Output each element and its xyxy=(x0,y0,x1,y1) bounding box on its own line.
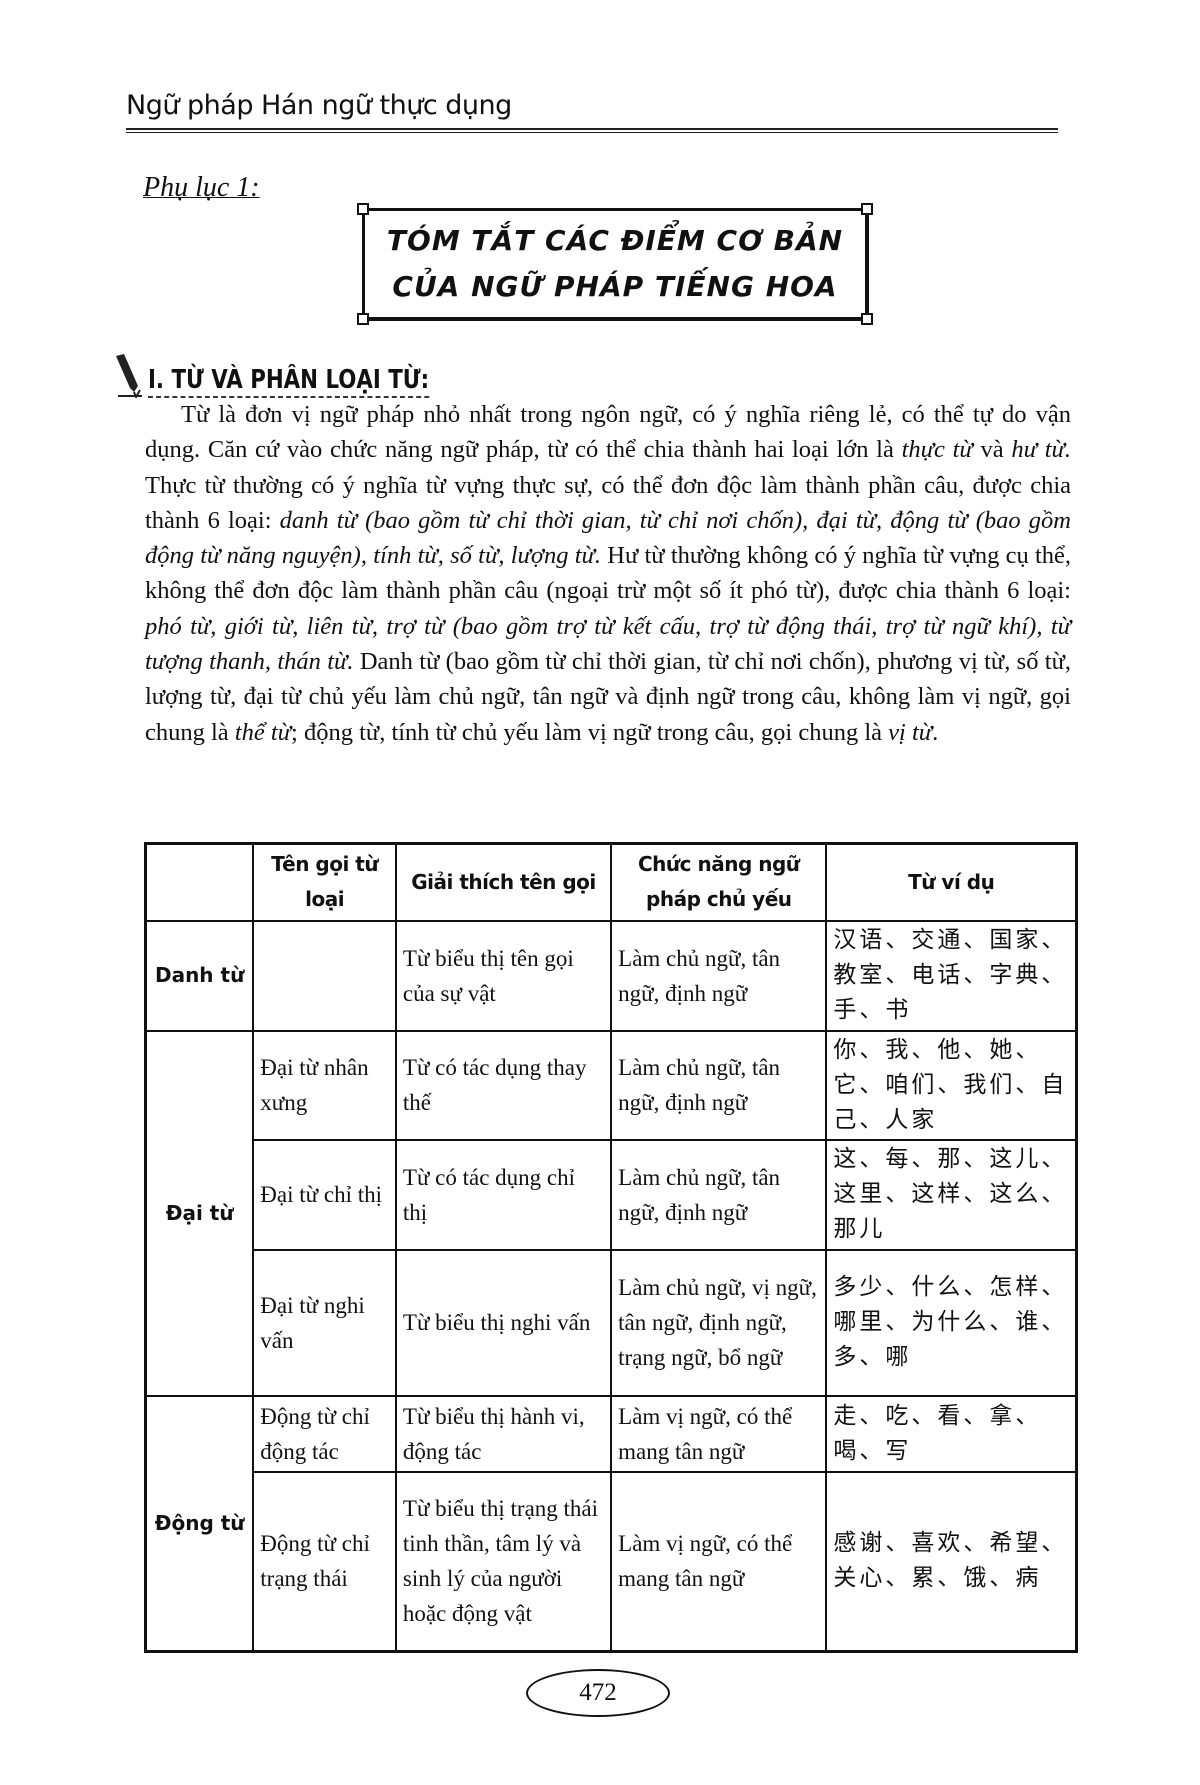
text-run: và xyxy=(972,436,1012,464)
text-run: Danh từ (bao gồm từ chỉ thời gian, từ ch… xyxy=(145,648,1071,746)
table-row: Đại từ Đại từ nhân xưng Từ có tác dụng tha… xyxy=(144,1029,1078,1397)
appendix-label: Phụ lục 1: xyxy=(143,172,260,203)
examples-cell: 你、我、他、她、它、咱们、我们、自己、人家 xyxy=(825,1029,1078,1141)
category-cell: Động từ xyxy=(144,1394,255,1653)
title-line-1: TÓM TẮT CÁC ĐIỂM CƠ BẢN xyxy=(386,224,844,257)
function-cell: Làm chủ ngữ, vị ngữ, tân ngữ, định ngữ, … xyxy=(610,1248,828,1397)
italic-term: danh từ (bao gồm từ chỉ thời gian, từ ch… xyxy=(145,506,1071,570)
header-rule-thin xyxy=(126,132,1058,133)
ornament-corner xyxy=(357,203,369,215)
text-run: ; động từ, tính từ chủ yếu làm vị ngữ tr… xyxy=(291,718,889,746)
running-header: Ngữ pháp Hán ngữ thực dụng xyxy=(126,90,512,121)
function-cell: Làm vị ngữ, có thể mang tân ngữ xyxy=(610,1394,828,1473)
ornament-corner xyxy=(861,203,873,215)
explanation-cell: Từ biểu thị trạng thái tinh thần, tâm lý… xyxy=(394,1470,613,1653)
ornament-corner xyxy=(357,313,369,325)
italic-term: vị từ xyxy=(888,718,933,746)
subtype-cell: Đại từ nghi vấn xyxy=(252,1248,397,1397)
category-cell: Đại từ xyxy=(144,1029,255,1397)
explanation-cell: Từ có tác dụng thay thế xyxy=(394,1029,613,1141)
subtype-cell: Động từ chỉ động tác xyxy=(252,1394,397,1473)
column-header: Giải thích tên gọi xyxy=(394,842,613,922)
table-row: Đại từ nghi vấn Từ biểu thị nghi vấn Làm c… xyxy=(146,1248,1078,1397)
section-heading-text: I. TỪ VÀ PHÂN LOẠI TỪ: xyxy=(148,365,430,398)
subtype-cell xyxy=(252,919,397,1032)
italic-term: thực từ xyxy=(901,436,973,464)
text-run: Thực từ thường có ý nghĩa từ vựng thực s… xyxy=(145,471,1071,534)
subtype-cell: Động từ chỉ trạng thái xyxy=(252,1470,397,1653)
table-row: Đại từ chỉ thị Từ có tác dụng chỉ thị Làm … xyxy=(146,1138,1078,1251)
body-paragraph: Từ là đơn vị ngữ pháp nhỏ nhất trong ngô… xyxy=(145,397,1071,750)
pen-icon xyxy=(116,354,142,398)
table-row: Động từ chỉ trạng thái Từ biểu thị trạng … xyxy=(146,1470,1078,1653)
category-cell: Danh từ xyxy=(144,919,255,1032)
column-header: Chức năng ngữ pháp chủ yếu xyxy=(610,842,828,922)
title-line-2: CỦA NGỮ PHÁP TIẾNG HOA xyxy=(392,270,838,303)
examples-cell: 感谢、喜欢、希望、关心、累、饿、病 xyxy=(825,1470,1078,1653)
page-number: 472 xyxy=(526,1669,670,1717)
word-class-table: Tên gọi từ loại Giải thích tên gọi Chức … xyxy=(144,842,1078,1653)
italic-term: hư từ. xyxy=(1011,436,1071,464)
explanation-cell: Từ có tác dụng chỉ thị xyxy=(394,1138,613,1251)
examples-cell: 多少、什么、怎样、哪里、为什么、谁、多、哪 xyxy=(825,1248,1078,1397)
text-run: Từ là đơn vị ngữ pháp nhỏ nhất trong ngô… xyxy=(145,401,1071,464)
function-cell: Làm chủ ngữ, tân ngữ, định ngữ xyxy=(610,1029,828,1141)
header-rule xyxy=(126,128,1058,130)
table-row: Động từ Động từ chỉ động tác Từ biểu thị h… xyxy=(144,1394,1078,1653)
function-cell: Làm vị ngữ, có thể mang tân ngữ xyxy=(610,1470,828,1653)
column-header xyxy=(144,842,255,922)
explanation-cell: Từ biểu thị nghi vấn xyxy=(394,1248,613,1397)
explanation-cell: Từ biểu thị hành vi, động tác xyxy=(394,1394,613,1473)
ornament-corner xyxy=(861,313,873,325)
text-run: Hư từ thường không có ý nghĩa từ vựng cụ… xyxy=(145,542,1071,605)
italic-term: phó từ, giới từ, liên từ, trợ từ (bao gồ… xyxy=(145,612,1071,676)
title-box: TÓM TẮT CÁC ĐIỂM CƠ BẢN CỦA NGỮ PHÁP TIẾ… xyxy=(357,203,873,325)
table-row: Danh từ Từ biểu thị tên gọi của sự vật Làm… xyxy=(144,919,1078,1032)
subtype-cell: Đại từ nhân xưng xyxy=(252,1029,397,1141)
function-cell: Làm chủ ngữ, tân ngữ, định ngữ xyxy=(610,919,828,1032)
explanation-cell: Từ biểu thị tên gọi của sự vật xyxy=(394,919,613,1032)
examples-cell: 汉语、交通、国家、教室、电话、字典、手、书 xyxy=(825,919,1078,1032)
table-header-row: Tên gọi từ loại Giải thích tên gọi Chức … xyxy=(144,842,1078,922)
subtype-cell: Đại từ chỉ thị xyxy=(252,1138,397,1251)
examples-cell: 走、吃、看、拿、喝、写 xyxy=(825,1394,1078,1473)
column-header: Từ ví dụ xyxy=(825,842,1078,922)
examples-cell: 这、每、那、这儿、这里、这样、这么、那儿 xyxy=(825,1138,1078,1251)
section-heading: I. TỪ VÀ PHÂN LOẠI TỪ: xyxy=(112,352,491,398)
italic-term: thể từ xyxy=(234,718,292,746)
column-header: Tên gọi từ loại xyxy=(252,842,397,922)
function-cell: Làm chủ ngữ, tân ngữ, định ngữ xyxy=(610,1138,828,1251)
text-run: . xyxy=(932,718,939,746)
